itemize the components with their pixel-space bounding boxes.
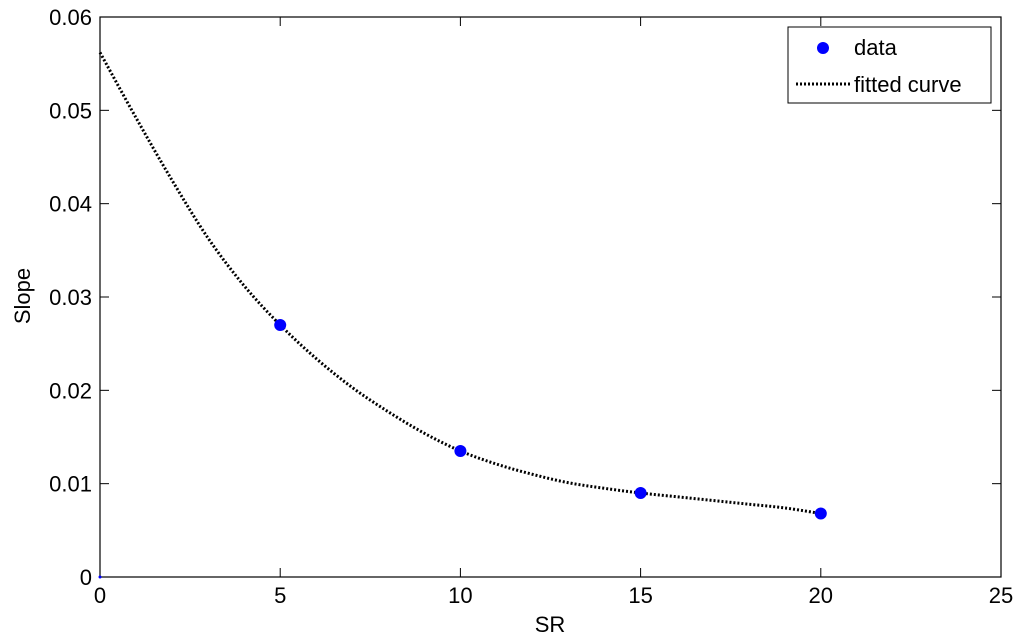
data-point (454, 445, 467, 457)
y-tick-label: 0.04 (49, 192, 92, 217)
y-tick-label: 0.02 (49, 378, 92, 403)
legend-data-label: data (854, 35, 898, 60)
y-tick-label: 0.05 (49, 98, 92, 123)
x-tick-label: 20 (809, 583, 833, 608)
x-axis-label: SR (535, 612, 566, 637)
plot-area: 0 5 10 15 20 25 0 0.01 0.02 0.03 0.04 0.05 0.06 (49, 5, 1013, 608)
legend-data-marker (817, 42, 829, 54)
x-tick-label: 5 (274, 583, 286, 608)
y-tick-label: 0.06 (49, 5, 92, 30)
legend-box (787, 26, 992, 104)
data-point (274, 319, 287, 331)
y-tick-label: 0.03 (49, 285, 92, 310)
x-tick-label: 0 (94, 583, 106, 608)
legend: data fitted curve (787, 26, 992, 104)
x-tick-label: 25 (989, 583, 1013, 608)
x-tick-label: 10 (448, 583, 472, 608)
data-point (634, 487, 647, 499)
y-tick-label: 0 (80, 565, 92, 590)
legend-fitted-curve-label: fitted curve (854, 72, 962, 97)
data-point (98, 575, 102, 579)
x-tick-label: 15 (628, 583, 652, 608)
y-tick-label: 0.01 (49, 472, 92, 497)
data-point (814, 507, 827, 520)
y-axis-label: Slope (10, 268, 35, 324)
